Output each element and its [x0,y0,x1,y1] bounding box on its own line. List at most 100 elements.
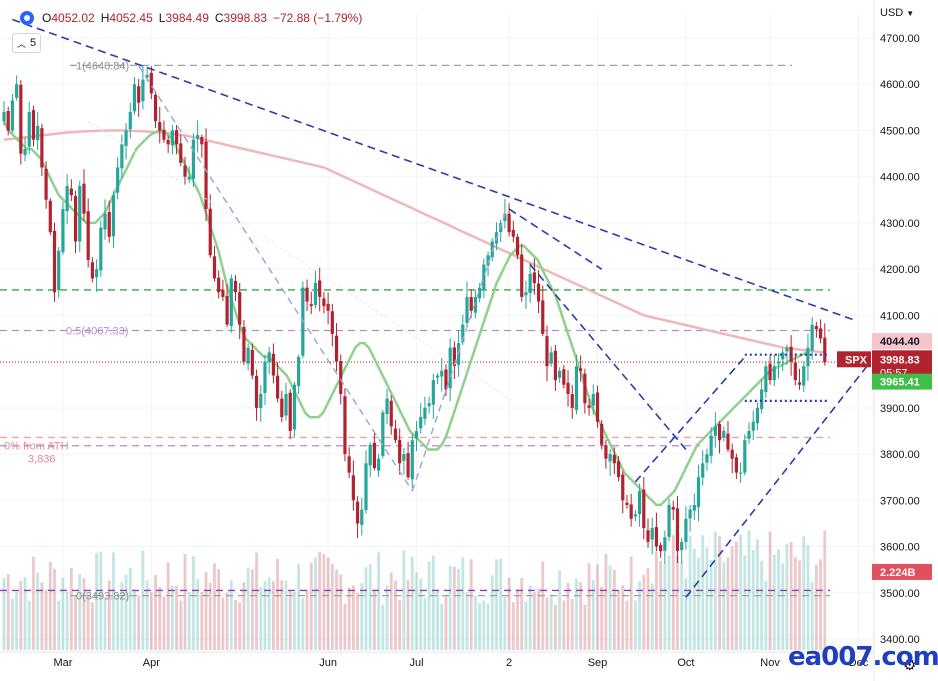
candle-body [469,297,473,311]
candle-body [107,212,111,237]
candle-body [61,209,65,253]
candle-body [553,350,558,381]
volume-bar [629,556,633,650]
price-tick-label: 4300.00 [880,218,920,230]
candle-body [52,230,57,293]
volume-bar [549,595,553,650]
candle-body [650,528,654,540]
candle-body [377,458,381,471]
volume-bar [124,574,128,650]
volume-bar [663,564,667,650]
candle-body [48,200,52,233]
candle-body [444,369,448,390]
price-tick-label: 3500.00 [880,588,920,600]
secondary-downtrend-line [138,65,413,492]
volume-bar [777,549,780,650]
volume-bar [213,563,216,650]
candle-body [503,213,507,222]
candle-body [823,337,827,363]
last-price-tag: 3998.83 [880,354,920,366]
candle-body [406,453,410,478]
candle-body [768,363,772,381]
volume-bar [562,600,566,650]
volume-bar [490,575,494,650]
candle-body [78,185,82,242]
candle-body [583,373,587,404]
rally-top-line [508,208,603,270]
volume-bar [360,583,364,650]
candle-body [36,125,40,141]
volume-bar [545,597,549,650]
volume-bar [305,590,309,650]
fib-bottom-label: 0(3493.82) [76,591,129,603]
gear-icon[interactable]: ⚙ [903,656,916,674]
volume-bar [229,580,233,650]
volume-bar [351,585,355,650]
candle-body [73,196,78,242]
price-tick-label: 3400.00 [880,634,920,646]
volume-bar [335,569,338,650]
candle-body [545,336,549,367]
volume-bar [431,555,435,650]
volume-bar [246,567,250,650]
candle-body [86,211,90,260]
volume-bar [280,580,284,650]
volume-bar [90,602,94,650]
wedge-lower-line [685,365,868,598]
candle-body [659,545,663,552]
volume-bar [267,577,271,650]
ath-label: 0% from ATH [4,440,69,452]
volume-bar [503,596,507,650]
indicators-collapse-button[interactable]: ︿ 5 [12,33,42,53]
candle-body [263,361,267,394]
volume-bar [217,569,221,650]
volume-bar [486,603,490,650]
candle-body [229,278,233,327]
volume-bar [448,566,452,650]
candle-body [760,389,764,410]
volume-bar [591,580,595,650]
volume-bar [617,590,620,650]
volume-bar [726,557,730,650]
candle-body [680,541,684,551]
candle-body [684,518,688,542]
volume-bar [301,597,305,650]
volume-bar [65,592,69,650]
volume-bar [697,557,700,650]
volume-bar [520,578,524,650]
month-label: Jun [319,657,337,669]
volume-bar [608,565,612,650]
rally-trend-line [411,213,506,492]
volume-bar [389,572,393,650]
candle-body [355,501,360,524]
candle-body [705,454,709,463]
candle-body [360,509,364,525]
low-value: 3984.49 [165,11,209,25]
candle-body [818,328,823,339]
volume-bar [263,580,267,650]
candle-body [343,396,347,455]
candle-body [221,289,225,297]
volume-bar [671,535,675,650]
time-axis[interactable]: Mar Apr Jun Jul 2 Sep Oct Nov Dec ⚙ [0,651,916,674]
candle-body [717,423,722,441]
volume-bar [284,580,288,650]
volume-bar [684,578,688,650]
candle-body [254,375,259,408]
volume-bar [730,546,734,650]
candle-body [99,227,103,271]
volume-bar [507,577,511,650]
candle-body [806,347,810,367]
currency-selector[interactable]: USD ▼ [880,7,914,19]
faint-dotted-line [87,120,510,400]
candle-body [579,368,583,371]
volume-bar [692,548,696,650]
price-tick-label: 3900.00 [880,403,920,415]
volume-bar [196,579,200,650]
candle-body [398,439,402,464]
candle-body [600,423,604,445]
price-tick-label: 3600.00 [880,542,920,554]
volume-bar [575,578,578,650]
candle-body [461,324,465,343]
